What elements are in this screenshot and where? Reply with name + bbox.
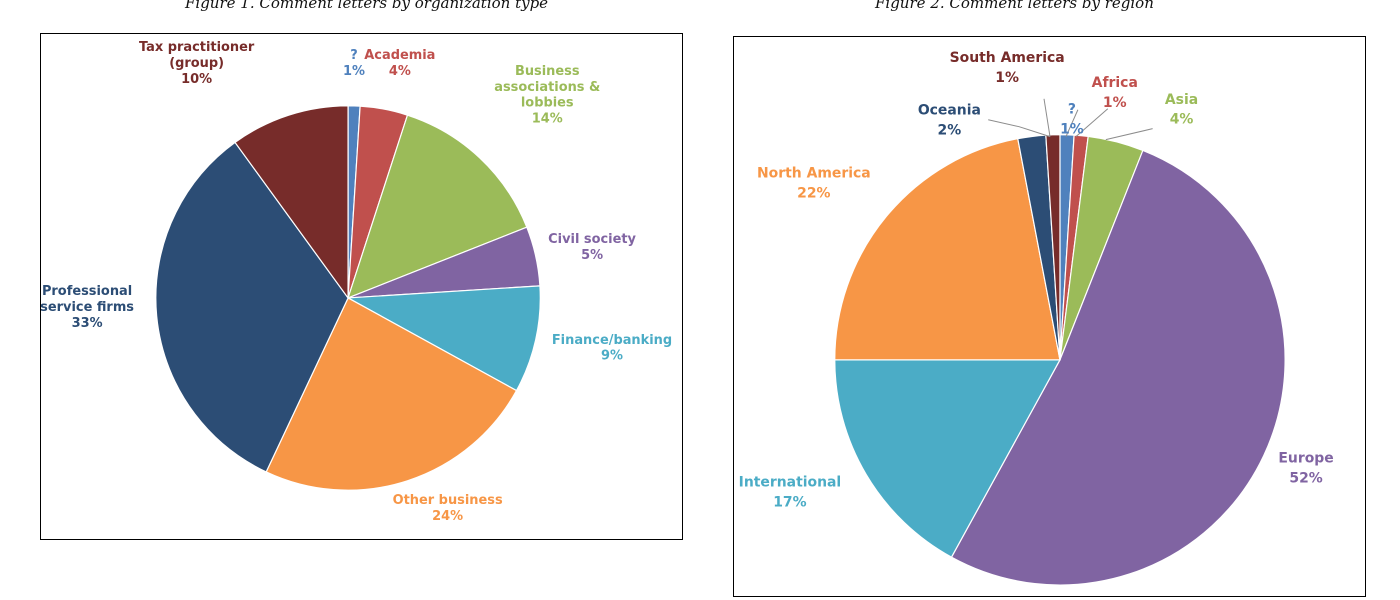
figure-1-caption: Figure 1. Comment letters by organizatio… xyxy=(185,0,549,12)
slice-label-asia: Asia 4% xyxy=(1165,92,1198,128)
slice-label-finance-banking: Finance/banking 9% xyxy=(552,333,672,364)
leader-line xyxy=(1075,108,1109,138)
region-pie-chart: ? 1% Africa 1% Asia 4% Europe 52% International 1… xyxy=(739,50,1334,586)
slice-label-civil-society: Civil society 5% xyxy=(548,232,636,263)
organization-type-pie-chart: ? 1%Academia 4% Business associations & lobbi… xyxy=(41,40,672,524)
leader-line xyxy=(1043,98,1051,137)
slice-label-unknown: ? 1% xyxy=(1060,102,1084,138)
slice-label-oceania: Oceania 2% xyxy=(918,103,981,139)
leader-line xyxy=(1105,128,1153,141)
slice-label-other-business: Other business 24% xyxy=(393,493,503,524)
pie-slice-north-america xyxy=(834,137,1061,361)
slice-label-north-america: North America 22% xyxy=(757,165,871,201)
slice-label-international: International 17% xyxy=(739,474,842,510)
slice-label-europe: Europe 52% xyxy=(1278,450,1333,486)
leader-line xyxy=(988,119,1051,138)
pie-slice-professional-service-firms xyxy=(155,141,349,473)
organization-type-chart-frame: ? 1% Academia 4% Business associations & lobbi… xyxy=(40,33,683,540)
pie-slice-europe xyxy=(950,149,1286,586)
leader-line xyxy=(1065,109,1079,137)
slice-label-business-associations-lobbies: Business associations & lobbies 14% xyxy=(494,64,600,127)
slice-label-africa: Africa 1% xyxy=(1092,75,1138,111)
figure-2-caption: Figure 2. Comment letters by region xyxy=(875,0,1154,12)
slice-label-unknown: ? 1% xyxy=(343,48,365,79)
pie-slice-other-business xyxy=(265,297,518,491)
pie-slice-business-associations-lobbies xyxy=(347,114,528,299)
pie-slice-tax-practitioner-group xyxy=(234,105,349,300)
slice-label-tax-practitioner-group: Tax practitioner (group) 10% xyxy=(139,40,255,87)
slice-label-south-america: South America 1% xyxy=(950,50,1065,86)
region-chart-frame: ? 1% Africa 1% Asia 4% Europe 52% International 1… xyxy=(733,36,1366,597)
slice-label-professional-service-firms: Professional service firms 33% xyxy=(41,284,134,331)
pie-slice-finance-banking xyxy=(345,285,541,392)
pie-slice-international xyxy=(834,359,1061,559)
slice-label-academia: Academia 4% xyxy=(364,48,435,79)
